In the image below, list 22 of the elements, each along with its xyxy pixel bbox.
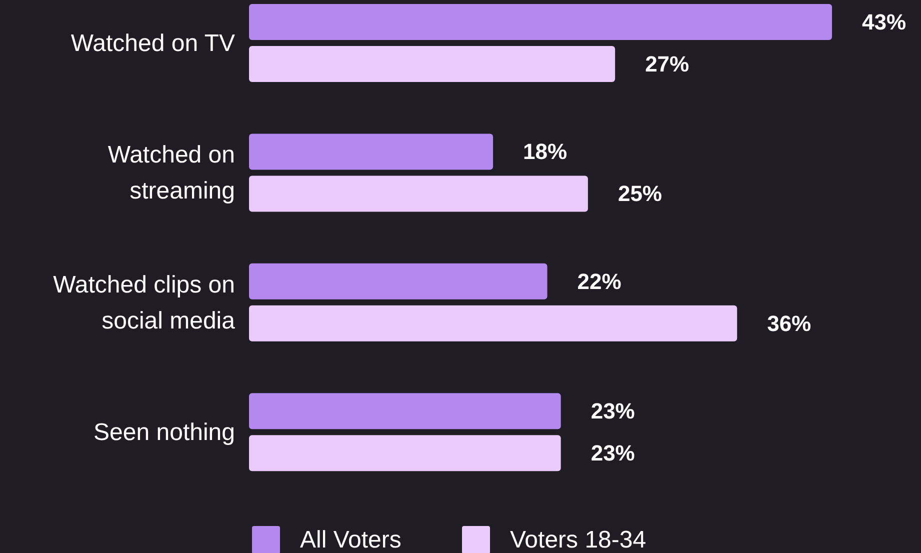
data-label: 43% xyxy=(862,10,906,34)
y-tick-label: Watched on streaming xyxy=(108,141,235,204)
data-label: 27% xyxy=(645,52,690,76)
data-label: 18% xyxy=(523,139,568,164)
bar xyxy=(249,134,494,170)
bar xyxy=(249,263,548,300)
bar xyxy=(249,305,738,342)
y-tick-label: Watched clips on social media xyxy=(53,270,236,334)
bar xyxy=(249,393,561,430)
data-label: 22% xyxy=(577,268,622,294)
data-label: 36% xyxy=(767,310,812,336)
legend-label: All Voters xyxy=(300,526,402,553)
bar xyxy=(249,46,616,82)
bar xyxy=(249,435,561,472)
legend-label: Voters 18-34 xyxy=(510,526,646,553)
data-label: 23% xyxy=(590,398,635,424)
bar xyxy=(249,176,588,212)
y-tick-label: Watched on TV xyxy=(70,30,235,56)
data-label: 23% xyxy=(590,440,635,466)
data-label: 25% xyxy=(618,181,662,206)
bar xyxy=(249,4,832,40)
y-tick-label: Seen nothing xyxy=(94,418,235,446)
